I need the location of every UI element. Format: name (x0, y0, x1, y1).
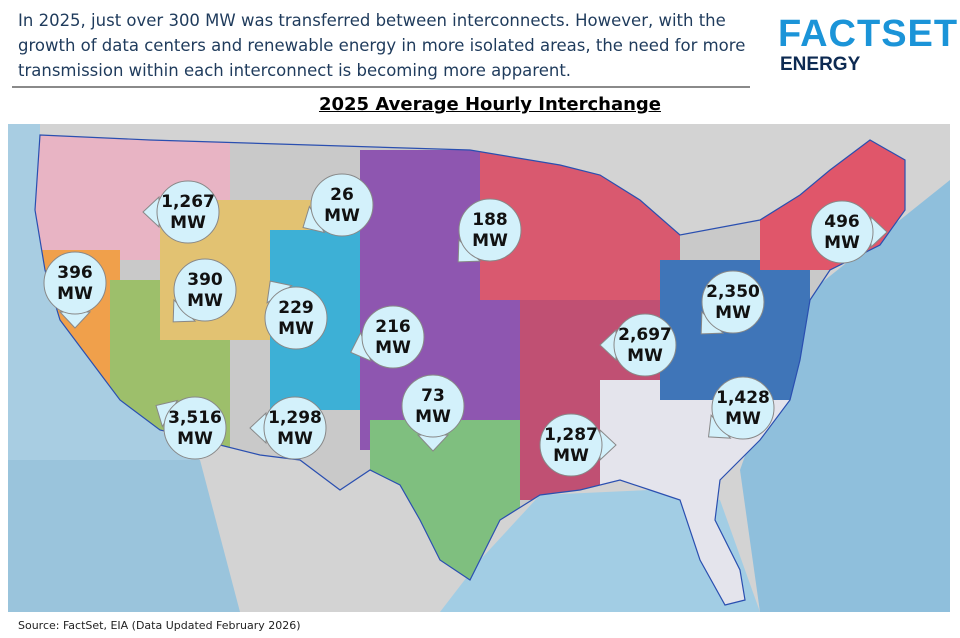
header-text: In 2025, just over 300 MW was transferre… (18, 11, 746, 80)
gulf (440, 490, 760, 612)
flow-circle-cover (713, 378, 773, 438)
flow-unit: MW (824, 233, 860, 253)
flow-unit: MW (415, 407, 451, 427)
flow-circle-cover (403, 376, 463, 436)
flow-circle-cover (460, 200, 520, 260)
logo: FACTSET (778, 13, 959, 55)
flow-unit: MW (715, 303, 751, 323)
flow-value: 390 (187, 270, 223, 290)
flow-value: 1,428 (716, 388, 770, 408)
flow-unit: MW (187, 291, 223, 311)
source: Source: FactSet, EIA (Data Updated Febru… (18, 619, 301, 632)
flow-circle-cover (165, 398, 225, 458)
map-title: 2025 Average Hourly Interchange (318, 94, 661, 115)
flow-circle-cover (265, 398, 325, 458)
flow-circle-cover (812, 202, 872, 262)
flow-unit: MW (375, 338, 411, 358)
flow-circle-cover (363, 307, 423, 367)
flow-circle-cover (266, 288, 326, 348)
header-rule (12, 86, 750, 88)
atlantic (740, 180, 950, 612)
flow-unit: MW (170, 213, 206, 233)
flow-value: 73 (421, 386, 445, 406)
flow-value: 396 (57, 263, 93, 283)
flow-unit: MW (324, 206, 360, 226)
flow-unit: MW (627, 346, 663, 366)
flow-unit: MW (553, 446, 589, 466)
flow-unit: MW (177, 429, 213, 449)
flow-value: 216 (375, 317, 411, 337)
flow-unit: MW (57, 284, 93, 304)
flow-unit: MW (472, 231, 508, 251)
pacific (8, 124, 200, 460)
flow-circle-cover (541, 415, 601, 475)
flow-unit: MW (277, 429, 313, 449)
flow-value: 1,287 (544, 425, 598, 445)
flow-circle-cover (615, 315, 675, 375)
flow-circle-cover (45, 253, 105, 313)
flow-value: 2,697 (618, 325, 672, 345)
logo-sub: ENERGY (780, 54, 861, 75)
flow-unit: MW (278, 319, 314, 339)
flow-circle-cover (703, 272, 763, 332)
flow-value: 229 (278, 298, 314, 318)
pacific-south (8, 460, 240, 612)
flow-value: 188 (472, 210, 508, 230)
flow-circle-cover (312, 175, 372, 235)
flow-value: 26 (330, 185, 354, 205)
flow-value: 1,298 (268, 408, 322, 428)
flow-unit: MW (725, 409, 761, 429)
flow-circle-cover (175, 260, 235, 320)
flow-value: 2,350 (706, 282, 760, 302)
flow-value: 496 (824, 212, 860, 232)
flow-value: 1,267 (161, 192, 215, 212)
flow-value: 3,516 (168, 408, 222, 428)
flow-circle-cover (158, 182, 218, 242)
